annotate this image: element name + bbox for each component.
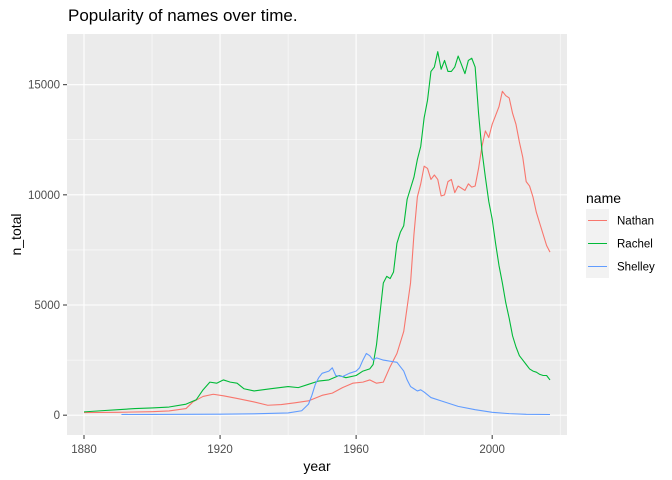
gridlines bbox=[67, 34, 567, 435]
x-tick-label: 2000 bbox=[479, 444, 505, 456]
legend-title: name bbox=[586, 190, 621, 206]
x-tick-label: 1960 bbox=[343, 444, 369, 456]
x-axis: 1880 1920 1960 2000 bbox=[71, 435, 505, 456]
legend-label-rachel: Rachel bbox=[617, 239, 653, 251]
legend-label-nathan: Nathan bbox=[617, 216, 654, 228]
y-tick-label: 5000 bbox=[34, 300, 60, 312]
y-tick-label: 10000 bbox=[28, 190, 60, 202]
y-tick-label: 15000 bbox=[28, 80, 60, 92]
series-line-shelley bbox=[121, 352, 550, 416]
legend-label-shelley: Shelley bbox=[617, 262, 655, 274]
y-tick-label: 0 bbox=[54, 410, 60, 422]
plot-panel bbox=[67, 34, 567, 435]
series-lines bbox=[83, 51, 551, 416]
series-line-rachel bbox=[83, 51, 551, 413]
chart-title: Popularity of names over time. bbox=[68, 6, 298, 25]
series-line-nathan bbox=[84, 90, 551, 414]
x-tick-label: 1920 bbox=[207, 444, 233, 456]
x-tick-label: 1880 bbox=[71, 444, 97, 456]
y-axis-title: n_total bbox=[8, 213, 24, 255]
y-axis: 0 5000 10000 15000 bbox=[28, 80, 67, 422]
legend: name Nathan Rachel Shelley bbox=[586, 190, 655, 278]
x-axis-title: year bbox=[303, 458, 331, 474]
